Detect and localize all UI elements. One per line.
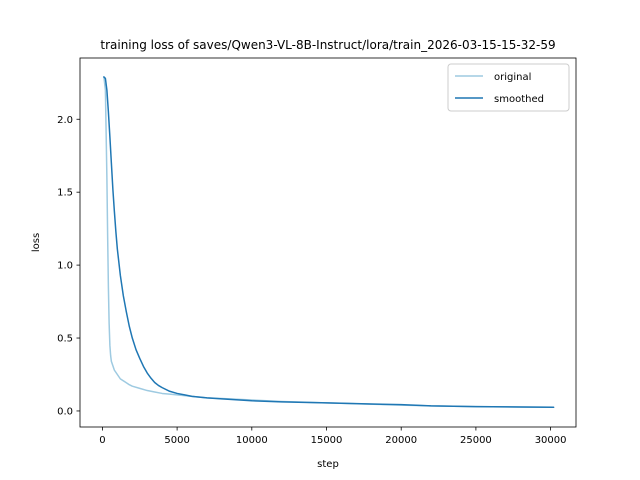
x-tick-label: 10000 bbox=[236, 435, 268, 446]
y-tick-label: 0.0 bbox=[57, 406, 73, 417]
plot-background bbox=[80, 58, 576, 427]
y-tick-label: 1.0 bbox=[57, 261, 73, 272]
plot-area bbox=[79, 57, 577, 428]
y-axis-label: loss bbox=[31, 233, 42, 252]
y-axis: 0.0 0.5 1.0 1.5 2.0 bbox=[57, 115, 80, 417]
x-tick-label: 5000 bbox=[164, 435, 189, 446]
series-line-smoothed bbox=[103, 76, 555, 409]
plot-frame bbox=[79, 57, 577, 428]
y-tick-label: 1.5 bbox=[57, 188, 73, 199]
x-axis: 0 5000 10000 15000 20000 25000 30000 bbox=[99, 427, 567, 446]
legend: original smoothed bbox=[447, 63, 570, 112]
y-tick-label: 2.0 bbox=[57, 115, 73, 126]
x-axis-label: step bbox=[317, 459, 339, 470]
chart-title: training loss of saves/Qwen3-VL-8B-Instr… bbox=[100, 38, 555, 52]
x-tick-label: 0 bbox=[99, 435, 105, 446]
y-tick-label: 0.5 bbox=[57, 334, 73, 345]
legend-label-original: original bbox=[494, 72, 531, 83]
x-tick-label: 30000 bbox=[535, 435, 567, 446]
legend-label-smoothed: smoothed bbox=[494, 94, 544, 105]
lines-layer bbox=[103, 76, 555, 409]
x-tick-label: 20000 bbox=[385, 435, 417, 446]
x-tick-label: 25000 bbox=[460, 435, 492, 446]
x-tick-label: 15000 bbox=[311, 435, 343, 446]
